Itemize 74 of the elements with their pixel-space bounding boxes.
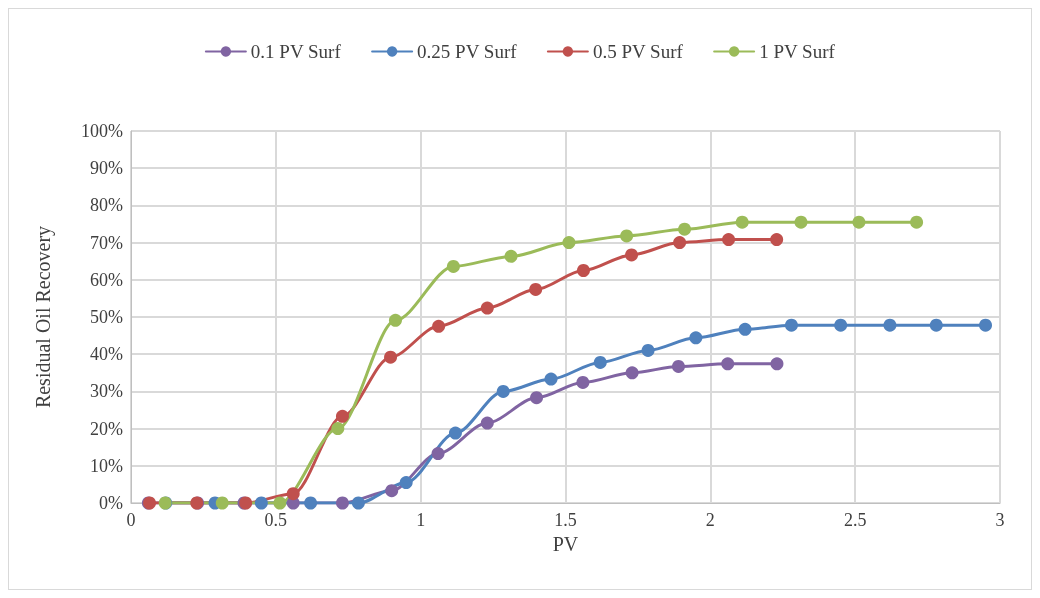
y-tick-label: 100% <box>81 121 123 141</box>
x-tick-label: 2 <box>705 510 715 530</box>
point <box>562 236 576 250</box>
x-tick-label: 2.5 <box>843 510 867 530</box>
point <box>721 357 735 371</box>
point <box>215 496 229 510</box>
point <box>530 391 544 405</box>
point <box>432 319 446 333</box>
point <box>910 215 924 229</box>
x-tick-label: 0.5 <box>264 510 288 530</box>
point <box>738 322 752 336</box>
point <box>480 301 494 315</box>
point <box>504 249 518 263</box>
point <box>671 359 685 373</box>
x-tick-label: 0 <box>126 510 136 530</box>
y-tick-label: 60% <box>90 269 123 290</box>
y-tick-label: 0% <box>99 493 123 513</box>
y-tick-label: 90% <box>90 158 123 179</box>
point <box>286 487 300 501</box>
y-tick-label: 10% <box>90 455 123 476</box>
point <box>883 318 897 332</box>
point <box>593 355 607 369</box>
point <box>254 496 268 510</box>
point <box>446 259 460 273</box>
point <box>431 447 445 461</box>
point <box>722 233 736 247</box>
point <box>794 215 808 229</box>
point <box>576 375 590 389</box>
point <box>388 313 402 327</box>
y-axis-title: Residual Oil Recovery <box>32 225 55 409</box>
point <box>735 215 749 229</box>
point <box>351 496 365 510</box>
point <box>620 229 634 243</box>
point <box>689 331 703 345</box>
point <box>273 496 287 510</box>
point <box>625 366 639 380</box>
y-tick-label: 20% <box>90 418 123 439</box>
x-tick-label: 1.5 <box>554 510 577 530</box>
y-tick-label: 70% <box>90 232 123 253</box>
point <box>678 222 692 236</box>
point <box>625 248 639 262</box>
legend-label: 0.1 PV Surf <box>250 41 342 62</box>
point <box>770 357 784 371</box>
x-tick-label: 3 <box>995 510 1005 530</box>
point <box>784 318 798 332</box>
point <box>496 384 510 398</box>
point <box>929 318 943 332</box>
point <box>480 416 494 430</box>
y-tick-label: 50% <box>90 307 123 327</box>
point <box>641 343 655 357</box>
y-tick-label: 40% <box>90 344 123 365</box>
y-tick-label: 30% <box>90 381 123 402</box>
point <box>673 236 687 250</box>
point <box>331 422 345 436</box>
point <box>979 318 993 332</box>
legend-label: 0.25 PV Surf <box>417 41 518 62</box>
point <box>852 215 866 229</box>
x-axis-title: PV <box>552 532 579 555</box>
point <box>304 496 318 510</box>
legend-label: 1 PV Surf <box>759 41 836 62</box>
point <box>335 409 349 423</box>
x-tick-label: 1 <box>416 510 426 530</box>
point <box>576 264 590 277</box>
point <box>385 484 399 498</box>
point <box>544 372 558 386</box>
point <box>399 476 413 490</box>
point <box>448 426 462 440</box>
point <box>834 318 848 332</box>
point <box>335 496 349 510</box>
legend-label: 0.5 PV Surf <box>592 41 684 62</box>
point <box>770 233 784 247</box>
point <box>384 350 398 364</box>
y-tick-label: 80% <box>90 195 123 216</box>
point <box>529 282 543 296</box>
